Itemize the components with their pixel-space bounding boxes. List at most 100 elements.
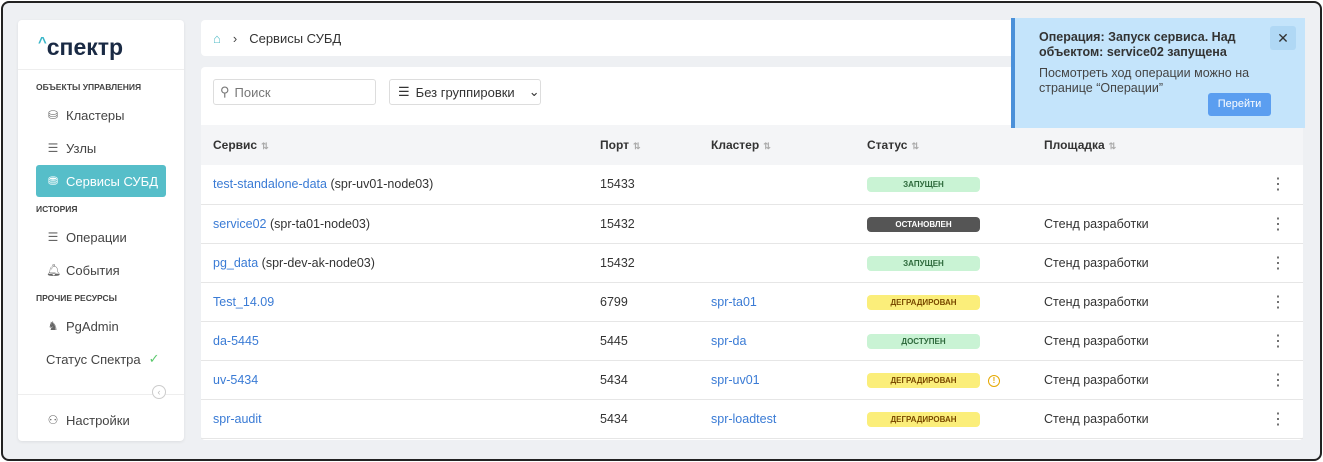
user-icon: ⚇ (47, 413, 59, 427)
table-row[interactable]: uv-5434 5434 spr-uv01 ДЕГРАДИРОВАН! Стен… (201, 360, 1303, 400)
table-row[interactable]: spr-audit 5434 spr-loadtest ДЕГРАДИРОВАН… (201, 399, 1303, 439)
column-header-cluster[interactable]: Кластер ⇅ (711, 125, 867, 165)
cluster-link[interactable]: spr-loadtest (711, 411, 777, 426)
more-actions-icon[interactable]: ⋮ (1253, 165, 1303, 205)
home-icon[interactable]: ⌂ (213, 30, 221, 46)
service-link[interactable]: pg_data (213, 255, 259, 270)
cluster-cell (711, 204, 867, 244)
go-to-operations-button[interactable]: Перейти (1208, 93, 1271, 116)
table-row[interactable]: pg_data (spr-dev-ak-node03) 15432 ЗАПУЩЕ… (201, 243, 1303, 283)
status-badge: ДОСТУПЕН (867, 333, 980, 349)
sidebar-item-label: Статус Спектра (46, 351, 141, 367)
table-row[interactable]: da-5445 5445 spr-da ДОСТУПЕН Стенд разра… (201, 321, 1303, 361)
services-table: Сервис ⇅ Порт ⇅ Кластер ⇅ Статус ⇅ Площадка ⇅… (201, 125, 1303, 439)
service-link[interactable]: spr-audit (213, 411, 262, 426)
sidebar-item-label: Операции (66, 229, 127, 245)
service-node: (spr-uv01-node03) (330, 177, 434, 192)
spectr-status[interactable]: Статус Спектра ✓ (36, 343, 166, 375)
port-cell: 5434 (600, 399, 711, 439)
cluster-link[interactable]: spr-da (711, 333, 747, 348)
sort-icon: ⇅ (633, 141, 641, 151)
site-cell (1044, 165, 1253, 205)
port-cell: 5445 (600, 321, 711, 361)
column-header-site[interactable]: Площадка ⇅ (1044, 125, 1253, 165)
service-link[interactable]: test-standalone-data (213, 177, 327, 192)
breadcrumb-current: Сервисы СУБД (249, 30, 342, 46)
service-cell: uv-5434 (201, 360, 600, 400)
sidebar-item-clusters[interactable]: ⛁ Кластеры (36, 99, 166, 131)
service-link[interactable]: uv-5434 (213, 372, 259, 387)
more-actions-icon[interactable]: ⋮ (1253, 399, 1303, 439)
status-cell: ЗАПУЩЕН (867, 165, 1044, 205)
sidebar-item-label: Узлы (66, 140, 97, 156)
cluster-link[interactable]: spr-ta01 (711, 294, 757, 309)
toast-title: Операция: Запуск сервиса. Над объектом: … (1039, 30, 1236, 59)
section-title: ИСТОРИЯ (36, 204, 78, 214)
column-header-status[interactable]: Статус ⇅ (867, 125, 1044, 165)
sidebar-item-pgadmin[interactable]: ♞ PgAdmin (36, 310, 166, 342)
stack-icon: ☰ (398, 84, 410, 99)
service-link[interactable]: service02 (213, 216, 267, 231)
service-cell: pg_data (spr-dev-ak-node03) (201, 243, 600, 283)
cluster-cell: spr-uv01 (711, 360, 867, 400)
site-cell: Стенд разработки (1044, 204, 1253, 244)
status-badge: ЗАПУЩЕН (867, 177, 980, 193)
table-row[interactable]: Test_14.09 6799 spr-ta01 ДЕГРАДИРОВАН Ст… (201, 282, 1303, 322)
server-icon: ☰ (47, 141, 59, 155)
site-cell: Стенд разработки (1044, 282, 1253, 322)
more-actions-icon[interactable]: ⋮ (1253, 321, 1303, 361)
sidebar-item-nodes[interactable]: ☰ Узлы (36, 132, 166, 164)
search-placeholder: Поиск (234, 84, 271, 100)
sidebar-item-db-services[interactable]: ⛃ Сервисы СУБД (36, 165, 166, 197)
status-badge: ЗАПУЩЕН (867, 255, 980, 271)
service-node: (spr-dev-ak-node03) (261, 255, 375, 270)
grouping-value: Без группировки (415, 84, 515, 100)
sidebar-item-label: Настройки (66, 412, 130, 428)
section-title: ПРОЧИЕ РЕСУРСЫ (36, 293, 117, 303)
cluster-icon: ⛁ (47, 108, 59, 122)
status-cell: ДЕГРАДИРОВАН (867, 282, 1044, 322)
sidebar-item-label: События (66, 262, 120, 278)
sidebar-item-operations[interactable]: ☰ Операции (36, 221, 166, 253)
cluster-cell (711, 243, 867, 283)
service-cell: spr-audit (201, 399, 600, 439)
sidebar-item-label: PgAdmin (66, 318, 119, 334)
cluster-cell: spr-ta01 (711, 282, 867, 322)
search-input[interactable]: ⚲ Поиск (213, 79, 376, 105)
site-cell: Стенд разработки (1044, 399, 1253, 439)
service-link[interactable]: da-5445 (213, 333, 259, 348)
collapse-sidebar-button[interactable]: ‹ (152, 385, 166, 399)
more-actions-icon[interactable]: ⋮ (1253, 204, 1303, 244)
services-panel: ⚲ Поиск ☰ Без группировки ⌄ Сервис ⇅ Порт ⇅ К… (201, 67, 1303, 440)
site-cell: Стенд разработки (1044, 243, 1253, 283)
grouping-select[interactable]: ☰ Без группировки ⌄ (389, 79, 541, 105)
sort-icon: ⇅ (1108, 141, 1117, 151)
chevron-down-icon: ⌄ (528, 84, 540, 99)
site-cell: Стенд разработки (1044, 321, 1253, 361)
column-header-port[interactable]: Порт ⇅ (600, 125, 711, 165)
sidebar-item-settings[interactable]: ⚇ Настройки (36, 404, 166, 436)
more-actions-icon[interactable]: ⋮ (1253, 243, 1303, 283)
logo[interactable]: ^спектр (18, 20, 184, 70)
sort-icon: ⇅ (911, 141, 919, 151)
sort-icon: ⇅ (261, 141, 269, 151)
warning-icon[interactable]: ! (988, 374, 1000, 387)
sidebar-item-events[interactable]: 🔔︎ События (36, 254, 166, 286)
bell-icon: 🔔︎ (46, 263, 62, 277)
sidebar-bottom: ⚇ Настройки (18, 394, 184, 437)
status-cell: ДЕГРАДИРОВАН (867, 399, 1044, 439)
cluster-link[interactable]: spr-uv01 (711, 372, 760, 387)
more-actions-icon[interactable]: ⋮ (1253, 360, 1303, 400)
service-cell: service02 (spr-ta01-node03) (201, 204, 600, 244)
logo-text: спектр (46, 34, 124, 60)
service-cell: da-5445 (201, 321, 600, 361)
close-icon[interactable]: ✕ (1270, 26, 1296, 50)
more-actions-icon[interactable]: ⋮ (1253, 282, 1303, 322)
table-row[interactable]: test-standalone-data (spr-uv01-node03) 1… (201, 165, 1303, 205)
port-cell: 5434 (600, 360, 711, 400)
column-header-service[interactable]: Сервис ⇅ (201, 125, 600, 165)
table-row[interactable]: service02 (spr-ta01-node03) 15432 ОСТАНО… (201, 204, 1303, 244)
service-link[interactable]: Test_14.09 (213, 294, 275, 309)
status-badge: ДЕГРАДИРОВАН (867, 411, 980, 427)
port-cell: 15432 (600, 204, 711, 244)
